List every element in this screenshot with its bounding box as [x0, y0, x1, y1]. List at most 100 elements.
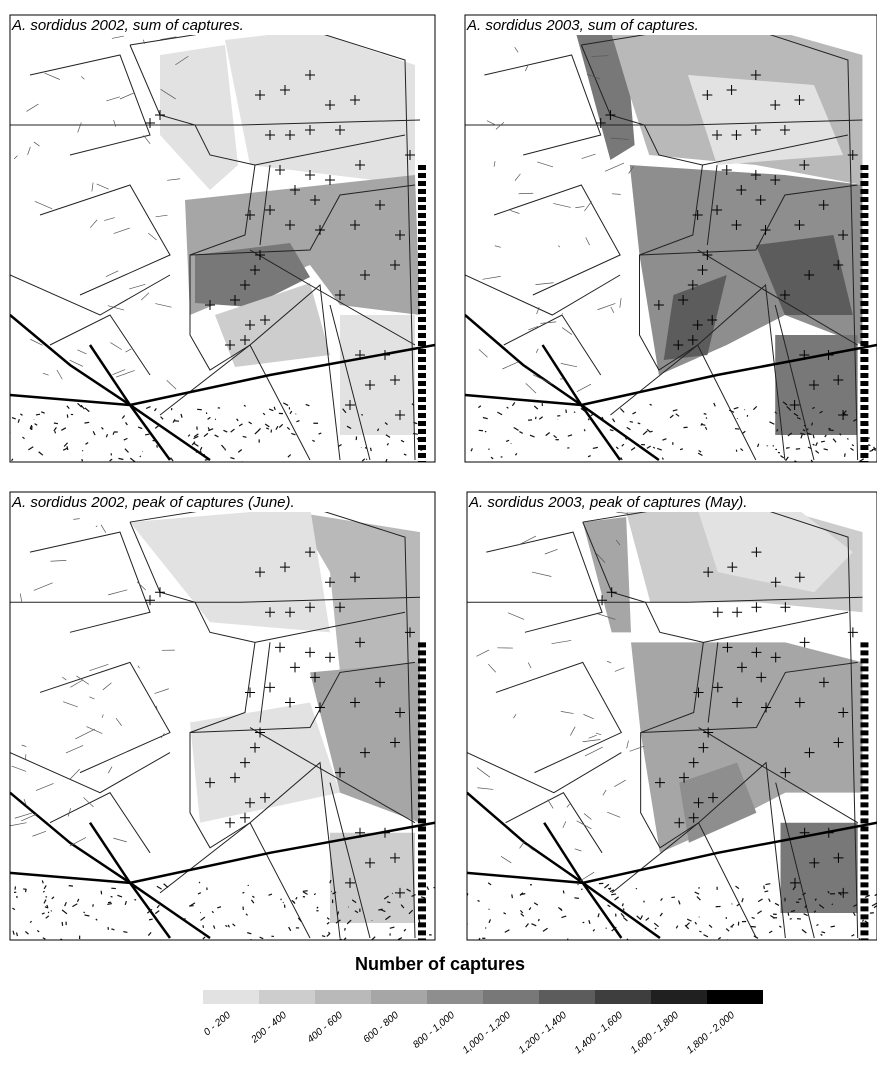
urban-texture	[777, 429, 778, 431]
urban-texture	[574, 898, 579, 899]
urban-texture	[868, 445, 870, 446]
map-panel	[10, 492, 435, 943]
urban-texture	[113, 432, 114, 434]
urban-texture	[581, 889, 582, 890]
urban-texture	[55, 431, 56, 433]
page: Number of captures A. sordidus 2002, sum…	[0, 0, 877, 1080]
panel-title: A. sordidus 2002, sum of captures.	[11, 17, 244, 34]
urban-texture	[340, 939, 342, 940]
urban-texture	[36, 414, 40, 415]
legend-swatch	[483, 990, 539, 1004]
urban-texture	[512, 894, 513, 898]
legend-swatch	[427, 990, 483, 1004]
urban-texture	[134, 899, 136, 900]
legend-label: 1,200 - 1,400	[517, 1010, 570, 1057]
urban-texture	[845, 453, 846, 456]
legend-swatch	[203, 990, 259, 1004]
urban-texture	[371, 448, 372, 451]
figure: Number of captures A. sordidus 2002, sum…	[0, 0, 877, 1080]
capture-zone	[330, 833, 415, 923]
urban-texture	[283, 902, 284, 903]
legend-swatch	[707, 990, 763, 1004]
urban-texture	[84, 422, 89, 423]
capture-zone	[781, 823, 858, 913]
legend-swatch	[651, 990, 707, 1004]
urban-texture	[566, 409, 567, 412]
urban-texture	[225, 448, 226, 450]
urban-texture	[145, 434, 149, 435]
urban-texture	[812, 423, 813, 426]
urban-texture	[140, 456, 141, 457]
urban-texture	[813, 435, 814, 439]
legend-swatch	[315, 990, 371, 1004]
urban-texture	[203, 925, 204, 928]
urban-texture	[773, 445, 774, 446]
urban-texture	[630, 422, 633, 423]
urban-texture	[361, 415, 363, 416]
urban-texture	[706, 417, 707, 418]
urban-texture	[588, 419, 589, 421]
urban-texture	[199, 882, 200, 883]
map-panel	[463, 492, 877, 942]
legend-swatch	[259, 990, 315, 1004]
urban-texture	[680, 449, 683, 450]
legend-label: 1,600 - 1,800	[629, 1010, 682, 1057]
urban-texture	[821, 441, 825, 442]
urban-texture	[314, 894, 316, 895]
urban-texture	[345, 928, 346, 931]
urban-texture	[419, 919, 420, 923]
map-panel	[10, 15, 435, 464]
legend-label: 200 - 400	[249, 1010, 290, 1047]
map-panel	[465, 15, 877, 463]
urban-texture	[704, 414, 707, 415]
urban-texture	[149, 919, 153, 920]
urban-texture	[662, 458, 663, 460]
urban-texture	[111, 896, 113, 897]
urban-texture	[807, 428, 808, 429]
urban-texture	[790, 919, 792, 920]
urban-texture	[832, 904, 833, 905]
urban-texture	[611, 894, 616, 895]
urban-texture	[644, 901, 645, 903]
legend-title: Number of captures	[355, 954, 525, 974]
urban-texture	[322, 936, 325, 937]
legend-swatch	[371, 990, 427, 1004]
urban-texture	[205, 459, 209, 460]
urban-texture	[829, 430, 834, 431]
urban-texture	[829, 428, 831, 429]
urban-texture	[847, 438, 848, 439]
urban-texture	[201, 451, 202, 454]
legend-label: 1,800 - 2,000	[685, 1010, 738, 1057]
urban-texture	[699, 931, 701, 932]
urban-texture	[563, 890, 564, 893]
urban-texture	[831, 926, 835, 927]
urban-texture	[243, 436, 247, 437]
urban-texture	[69, 886, 73, 887]
urban-texture	[365, 448, 367, 449]
urban-texture	[798, 899, 801, 900]
urban-texture	[765, 891, 769, 892]
urban-texture	[788, 913, 789, 916]
urban-texture	[775, 412, 776, 413]
urban-texture	[303, 891, 308, 892]
legend-label: 600 - 800	[361, 1010, 401, 1046]
panel-title: A. sordidus 2002, peak of captures (June…	[11, 494, 295, 511]
urban-texture	[538, 919, 539, 921]
urban-texture	[387, 902, 390, 903]
urban-texture	[243, 892, 245, 893]
urban-texture	[101, 891, 102, 895]
panel-title: A. sordidus 2003, peak of captures (May)…	[468, 494, 747, 511]
urban-texture	[786, 448, 790, 449]
urban-texture	[764, 886, 765, 889]
urban-texture	[82, 450, 83, 451]
legend-swatch	[539, 990, 595, 1004]
panel-title: A. sordidus 2003, sum of captures.	[466, 17, 699, 34]
legend-label: 800 - 1,000	[411, 1010, 457, 1051]
urban-texture	[83, 912, 84, 913]
urban-texture	[26, 889, 27, 892]
capture-zone	[340, 315, 415, 435]
legend-label: 1,000 - 1,200	[461, 1010, 514, 1057]
urban-texture	[82, 459, 83, 461]
urban-texture	[650, 404, 652, 405]
urban-texture	[157, 445, 158, 448]
